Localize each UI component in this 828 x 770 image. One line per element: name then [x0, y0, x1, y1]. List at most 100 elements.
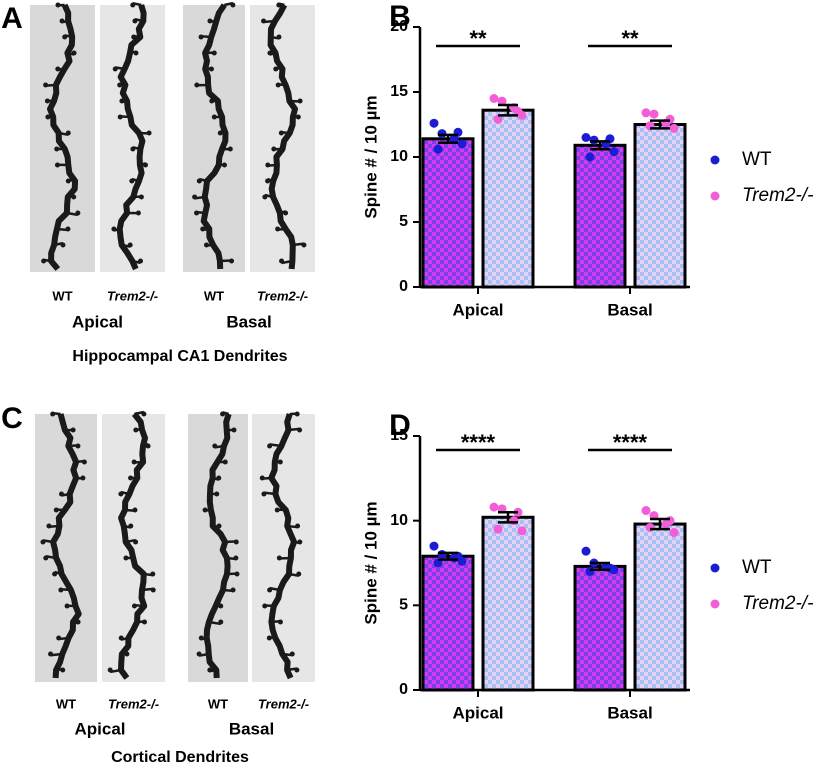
spine-head — [58, 491, 64, 497]
spine-head — [229, 258, 235, 264]
spine-head — [127, 242, 133, 248]
spine-head — [75, 443, 81, 449]
spine-head — [192, 194, 198, 200]
spine-head — [133, 427, 139, 433]
group-label: Apical — [72, 312, 123, 331]
spine-head — [217, 130, 223, 136]
spine-head — [295, 114, 301, 120]
micrograph — [188, 414, 248, 682]
legend-marker — [710, 191, 720, 201]
y-tick-label: 0 — [399, 681, 408, 698]
spine-head — [65, 226, 71, 232]
spine-head — [135, 210, 141, 216]
spine-head — [265, 178, 271, 184]
spine-head — [146, 130, 152, 136]
data-point — [665, 516, 675, 526]
data-point — [509, 516, 519, 526]
spine-head — [75, 210, 81, 216]
data-point — [589, 135, 599, 145]
spine-head — [50, 411, 56, 417]
spine-head — [133, 539, 139, 545]
bar — [573, 564, 627, 692]
spine-head — [283, 210, 289, 216]
spine-head — [132, 18, 138, 24]
spine-head — [202, 507, 208, 513]
data-point — [457, 139, 467, 149]
spine-head — [233, 555, 239, 561]
legend-marker — [710, 599, 720, 609]
spine-head — [150, 587, 156, 593]
spine-head — [111, 226, 117, 232]
spine-head — [211, 50, 217, 56]
spine-head — [198, 34, 204, 40]
spine-head — [231, 427, 237, 433]
spine-head — [75, 619, 81, 625]
spine-head — [145, 443, 151, 449]
spine-head — [262, 194, 268, 200]
spine-head — [133, 50, 139, 56]
dendrite — [118, 412, 148, 680]
spine-head — [65, 178, 71, 184]
spine-head — [234, 571, 240, 577]
spine-head — [118, 491, 124, 497]
bar — [421, 554, 475, 692]
spine-head — [44, 98, 50, 104]
spine-head — [54, 146, 60, 152]
panel-label: A — [1, 2, 23, 35]
spine-head — [142, 619, 148, 625]
spine-head — [43, 555, 49, 561]
spine-head — [141, 411, 147, 417]
legend-label: WT — [742, 557, 772, 578]
spine-head — [62, 34, 68, 40]
data-point — [605, 563, 615, 573]
spine-head — [222, 459, 228, 465]
spine-head — [297, 539, 303, 545]
spine-head — [54, 162, 60, 168]
spine-head — [60, 667, 66, 673]
spine-head — [131, 603, 137, 609]
spine-head — [128, 523, 134, 529]
spine-head — [214, 491, 220, 497]
spine-head — [275, 226, 281, 232]
spine-head — [194, 210, 200, 216]
spine-head — [296, 571, 302, 577]
data-point — [581, 133, 591, 142]
y-tick-label: 15 — [390, 427, 408, 444]
spine-head — [112, 66, 118, 72]
spine-head — [52, 571, 58, 577]
spine-head — [65, 130, 71, 136]
y-tick-label: 10 — [390, 148, 408, 165]
data-point — [581, 546, 591, 556]
spine-head — [262, 603, 268, 609]
data-point — [429, 541, 439, 551]
spine-head — [275, 82, 281, 88]
spine-head — [55, 2, 61, 8]
y-tick-label: 15 — [390, 83, 408, 100]
spine-head — [276, 34, 282, 40]
bar — [421, 137, 475, 289]
spine-head — [81, 459, 87, 465]
spine-head — [45, 114, 51, 120]
spine-head — [70, 427, 76, 433]
image-label: WT — [208, 696, 228, 711]
spine-head — [58, 587, 64, 593]
data-point — [433, 144, 443, 154]
panel-label: C — [1, 402, 23, 435]
significance: ** — [621, 26, 639, 51]
spine-head — [55, 66, 61, 72]
spine-head — [273, 66, 279, 72]
data-point — [493, 114, 503, 124]
spine-head — [276, 555, 282, 561]
data-point — [641, 506, 651, 516]
spine-head — [208, 66, 214, 72]
spine-head — [142, 162, 148, 168]
legend-label: WT — [742, 149, 772, 170]
data-point — [489, 94, 499, 103]
spine-head — [278, 130, 284, 136]
spine-head — [207, 667, 213, 673]
spine-head — [150, 571, 156, 577]
x-tick-label: Apical — [452, 703, 503, 722]
spine-head — [274, 507, 280, 513]
spine-head — [301, 242, 307, 248]
